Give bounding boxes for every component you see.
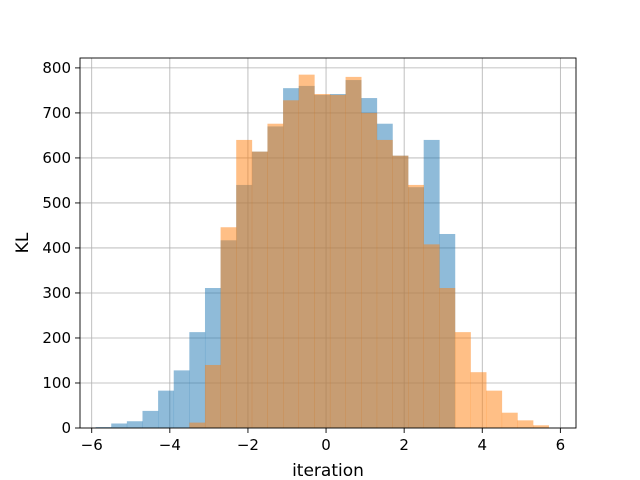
histogram-bar-series2-11: [361, 112, 378, 428]
histogram-bar-series2-21: [517, 420, 534, 428]
axis-ticks: −6 −4 −2 0 2 4 6 0 100 200 300 400 500 600 700 800: [42, 59, 565, 454]
plot-area: −6 −4 −2 0 2 4 6 0 100 200 300 400 500 600 700 800: [42, 57, 577, 454]
histogram-bar-series2-14: [408, 184, 424, 428]
y-tick-label-5: 500: [42, 194, 71, 212]
histogram-bar-series2-3: [236, 139, 253, 429]
histogram-bar-series1-0: [95, 427, 112, 428]
histogram-bar-series1-1: [111, 423, 128, 428]
histogram-bar-series2-20: [501, 412, 518, 428]
y-tick-label-2: 200: [42, 329, 71, 347]
histogram-bar-series2-10: [345, 76, 362, 429]
x-tick-label-6: 6: [556, 436, 566, 454]
histogram-bar-series2-15: [423, 244, 440, 428]
histogram-bar-series2-18: [470, 372, 487, 428]
y-tick-label-8: 800: [42, 59, 71, 77]
histogram-bar-series2-1: [204, 364, 221, 428]
x-axis-label: iteration: [292, 461, 364, 480]
histogram-bar-series2-22: [533, 425, 549, 428]
histogram-bar-series2-17: [454, 332, 471, 428]
y-tick-label-6: 600: [42, 149, 71, 167]
histogram-bar-series2-16: [439, 288, 456, 428]
histogram-bar-series2-19: [486, 390, 503, 428]
y-tick-label-3: 300: [42, 284, 71, 302]
x-tick-label-2: −2: [237, 436, 259, 454]
histogram-bar-series1-5: [173, 370, 190, 428]
histogram-bar-series2-5: [267, 123, 284, 428]
histogram-bar-series2-12: [376, 139, 393, 429]
x-tick-label-3: 0: [321, 436, 331, 454]
y-tick-label-4: 400: [42, 239, 71, 257]
y-tick-label-1: 100: [42, 374, 71, 392]
histogram-bar-series1-3: [142, 410, 159, 428]
x-tick-label-1: −4: [159, 436, 181, 454]
histogram-bars: [95, 74, 549, 429]
x-tick-label-0: −6: [81, 436, 103, 454]
histogram-bar-series2-0: [189, 422, 206, 428]
histogram-bar-series2-9: [329, 94, 346, 428]
y-tick-label-7: 700: [42, 104, 71, 122]
y-tick-label-0: 0: [61, 419, 71, 437]
histogram-bar-series2-4: [251, 151, 268, 428]
histogram-bar-series1-2: [126, 421, 143, 428]
histogram-bar-series2-6: [283, 100, 300, 428]
histogram-bar-series1-4: [158, 390, 175, 428]
histogram-bar-series2-13: [392, 155, 409, 428]
histogram-bar-series1-6: [189, 332, 206, 428]
x-tick-label-4: 2: [399, 436, 409, 454]
histogram-bar-series2-7: [298, 74, 315, 428]
histogram-bar-series2-8: [314, 94, 331, 428]
histogram-bar-series2-2: [220, 227, 237, 428]
x-tick-label-5: 4: [477, 436, 487, 454]
y-axis-label: KL: [13, 232, 33, 253]
axes-frame: [79, 57, 577, 429]
